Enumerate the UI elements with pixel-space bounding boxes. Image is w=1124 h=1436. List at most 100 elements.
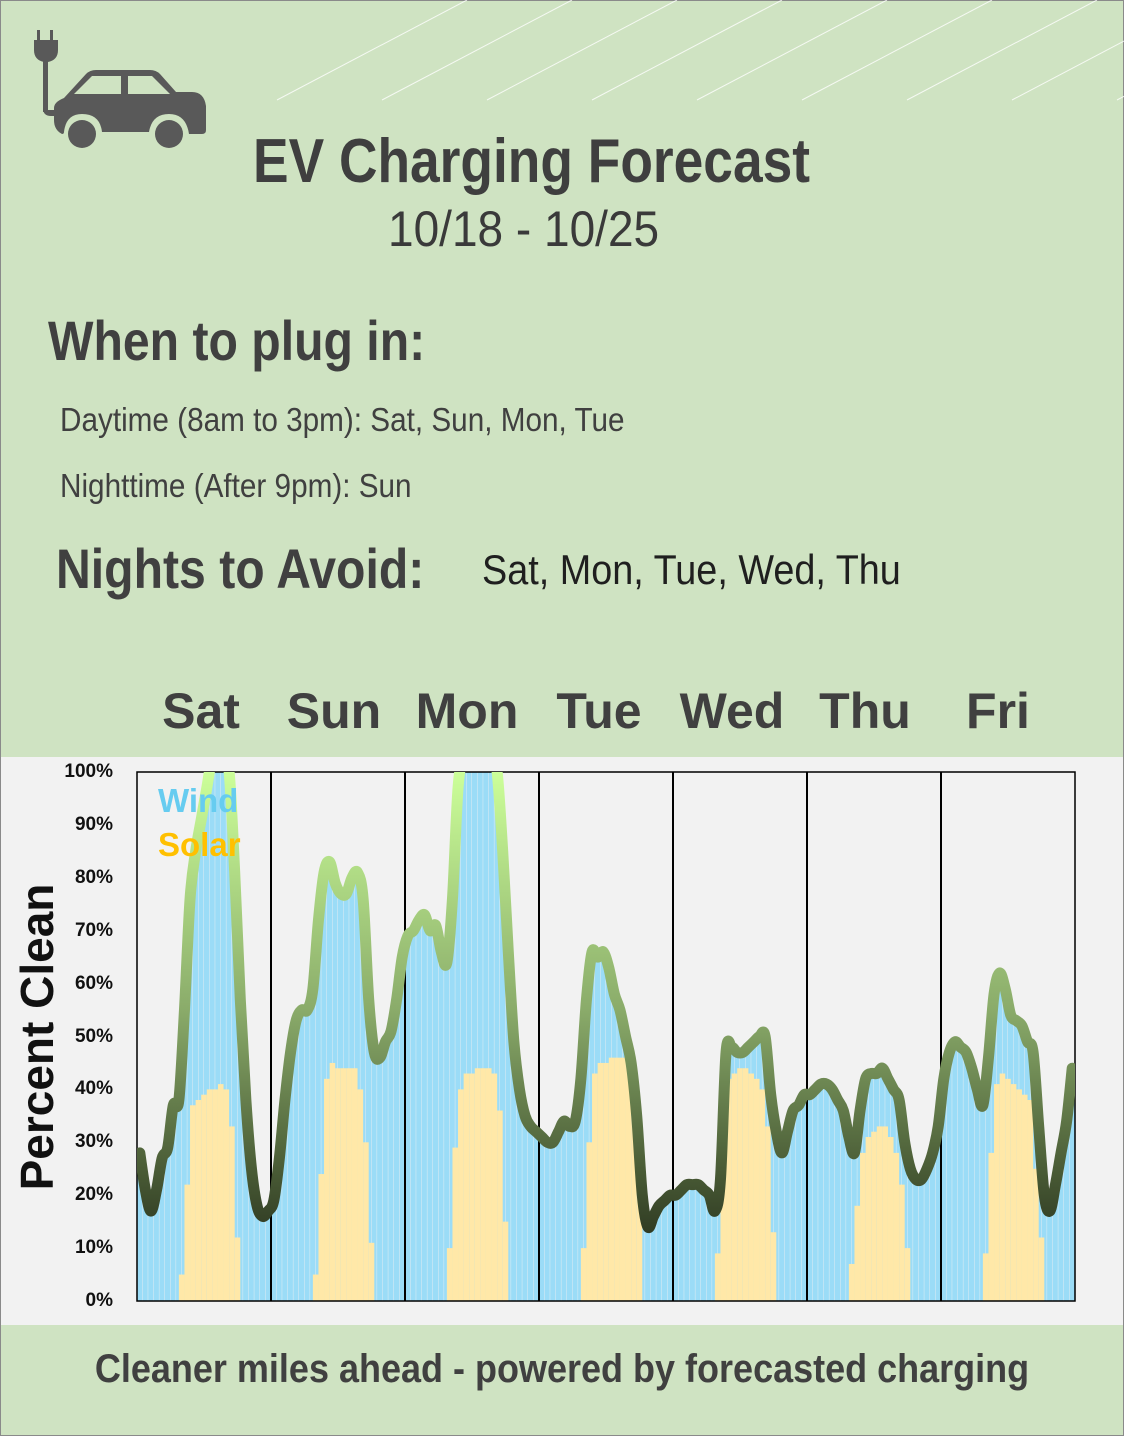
- wind-bar: [466, 772, 472, 1301]
- wind-bar: [287, 1052, 293, 1301]
- wind-bar: [460, 772, 467, 1301]
- solar-bar: [206, 1089, 213, 1301]
- wind-bar: [578, 1078, 584, 1301]
- solar-bar: [1027, 1099, 1034, 1301]
- wind-bar: [818, 1084, 824, 1301]
- y-tick-label: 0%: [85, 1290, 113, 1311]
- solar-bar: [474, 1068, 481, 1301]
- solar-bar: [753, 1078, 760, 1301]
- y-axis-label: Percent Clean: [11, 883, 63, 1191]
- wind-bar: [533, 1131, 539, 1301]
- wind-bar: [399, 957, 405, 1301]
- wind-bar: [957, 1047, 963, 1301]
- solar-bar: [178, 1274, 185, 1301]
- day-label-fri: Fri: [966, 683, 1030, 739]
- solar-bar: [1005, 1078, 1011, 1301]
- solar-bar: [234, 1237, 241, 1301]
- solar-bar: [726, 1078, 732, 1301]
- wind-bar: [522, 1115, 528, 1301]
- solar-bar: [625, 1062, 632, 1301]
- stripe-line: [276, 0, 468, 101]
- solar-bar: [765, 1126, 771, 1301]
- wind-bar: [829, 1089, 835, 1301]
- stripe-line: [591, 0, 783, 101]
- y-tick-label: 100%: [64, 761, 113, 782]
- solar-bar: [497, 1110, 503, 1301]
- y-tick-label: 60%: [74, 972, 113, 994]
- nighttime-recommendation: Nighttime (After 9pm): Sun: [60, 467, 412, 504]
- solar-bar: [346, 1068, 352, 1301]
- solar-bar: [491, 1073, 498, 1301]
- wind-bar: [204, 787, 210, 1301]
- wind-bar: [315, 920, 321, 1301]
- wind-bar: [220, 772, 226, 1301]
- wind-bar: [153, 1189, 159, 1301]
- wind-bar: [773, 1131, 779, 1301]
- wind-bar: [918, 1179, 924, 1301]
- solar-bar: [603, 1062, 609, 1301]
- wind-bar: [712, 1211, 718, 1301]
- solar-bar: [899, 1184, 905, 1301]
- wind-bar: [377, 1057, 383, 1301]
- wind-bar: [148, 1211, 154, 1301]
- solar-bar: [636, 1195, 643, 1301]
- wind-bar: [259, 1216, 266, 1301]
- clean-percent-line: [137, 772, 1075, 1234]
- wind-bar: [907, 1168, 913, 1301]
- solar-bar: [597, 1062, 604, 1301]
- solar-bar: [770, 1232, 777, 1301]
- solar-bar: [223, 1089, 230, 1301]
- wind-bar: [438, 951, 444, 1301]
- wind-bar: [499, 851, 506, 1301]
- solar-bar: [469, 1073, 475, 1301]
- wind-bar: [790, 1110, 796, 1301]
- solar-bar: [458, 1089, 464, 1301]
- wind-bar: [142, 1189, 148, 1301]
- wind-bar: [929, 1152, 936, 1301]
- solar-bar: [329, 1062, 336, 1301]
- wind-bar: [164, 1147, 171, 1301]
- wind-bar: [656, 1205, 662, 1301]
- day-label-sat: Sat: [162, 683, 240, 739]
- solar-bar: [463, 1073, 470, 1301]
- wind-bar: [427, 930, 433, 1301]
- solar-bar: [1016, 1089, 1022, 1301]
- wind-bar: [298, 1010, 305, 1301]
- y-tick-label: 50%: [74, 1025, 113, 1047]
- solar-bar: [229, 1126, 235, 1301]
- wind-bar: [527, 1126, 534, 1301]
- wind-bar: [823, 1084, 829, 1301]
- date-range: 10/18 - 10/25: [388, 201, 660, 257]
- wind-bar: [566, 1126, 573, 1301]
- solar-bar: [731, 1073, 738, 1301]
- wind-bar: [137, 1152, 143, 1301]
- wind-bar: [293, 1020, 299, 1301]
- wind-bar: [840, 1110, 846, 1301]
- solar-bar: [1038, 1237, 1045, 1301]
- solar-bar: [1021, 1094, 1028, 1301]
- stripe-line: [381, 0, 573, 101]
- solar-bar: [982, 1253, 989, 1301]
- solar-bar: [324, 1078, 330, 1301]
- solar-bar: [1033, 1168, 1039, 1301]
- solar-bar: [865, 1137, 872, 1301]
- solar-bar: [312, 1274, 319, 1301]
- solar-bar: [357, 1089, 364, 1301]
- wind-bar: [678, 1189, 684, 1301]
- wind-bar: [985, 1057, 991, 1301]
- solar-bar: [363, 1142, 369, 1301]
- solar-bar: [201, 1094, 207, 1301]
- wind-bar: [550, 1142, 556, 1301]
- wind-bar: [159, 1158, 165, 1301]
- wind-bar: [209, 772, 215, 1301]
- wind-bar: [941, 1078, 947, 1301]
- wind-bar: [583, 999, 589, 1301]
- page-title: EV Charging Forecast: [253, 127, 811, 196]
- wind-bar: [650, 1216, 656, 1301]
- legend-solar: Solar: [158, 826, 241, 863]
- solar-bar: [318, 1174, 325, 1301]
- wind-bar: [980, 1105, 986, 1301]
- y-tick-label: 20%: [74, 1184, 113, 1206]
- solar-bar: [882, 1126, 888, 1301]
- solar-bar: [904, 1248, 911, 1301]
